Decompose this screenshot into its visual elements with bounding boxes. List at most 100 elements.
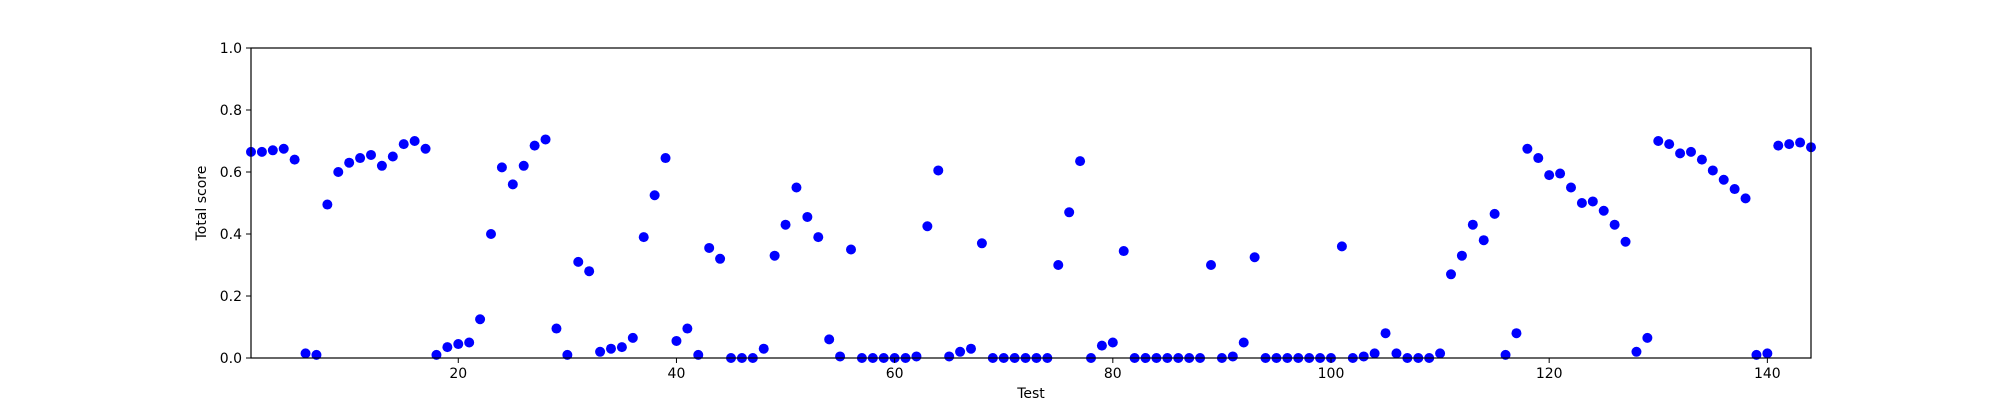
data-point xyxy=(1380,328,1391,339)
data-point xyxy=(322,199,333,210)
data-point xyxy=(1075,156,1086,167)
data-point xyxy=(355,153,366,164)
data-point xyxy=(442,342,453,353)
data-point xyxy=(1053,260,1064,270)
data-point xyxy=(1446,269,1456,280)
data-point xyxy=(1478,235,1489,246)
data-point xyxy=(1555,168,1566,179)
data-point xyxy=(638,232,649,243)
data-point xyxy=(682,323,693,334)
data-point xyxy=(551,323,562,334)
data-point xyxy=(1064,207,1075,218)
x-tick-label: 80 xyxy=(1104,366,1122,382)
data-point xyxy=(1686,146,1696,157)
data-point xyxy=(398,139,409,150)
data-point xyxy=(1227,351,1238,362)
data-point xyxy=(671,335,682,346)
data-point xyxy=(704,242,715,253)
data-point xyxy=(1762,348,1773,359)
data-point xyxy=(1740,193,1751,204)
data-point xyxy=(627,332,638,343)
data-point xyxy=(813,232,824,243)
data-point xyxy=(1587,196,1598,207)
data-point xyxy=(616,342,627,353)
data-point xyxy=(1675,148,1686,159)
data-point xyxy=(529,140,540,151)
data-point xyxy=(1718,174,1729,185)
data-point xyxy=(1467,219,1478,230)
data-point xyxy=(1533,153,1544,164)
data-point xyxy=(486,229,496,239)
x-axis-label: Test xyxy=(1016,386,1045,400)
data-point xyxy=(802,211,813,222)
data-point xyxy=(944,351,955,362)
data-points xyxy=(246,134,1816,363)
data-point xyxy=(1544,170,1555,181)
data-point xyxy=(344,157,355,168)
plot-frame xyxy=(250,47,1812,359)
data-point xyxy=(1566,182,1576,193)
data-point xyxy=(649,190,660,201)
data-point xyxy=(1489,208,1500,219)
data-point xyxy=(1206,260,1216,270)
data-point xyxy=(769,250,780,261)
y-tick-label: 0.4 xyxy=(220,227,242,243)
data-point xyxy=(606,343,616,354)
y-tick-label: 0.8 xyxy=(220,103,242,119)
data-point xyxy=(660,153,671,164)
y-axis-label: Total score xyxy=(194,166,210,242)
data-point xyxy=(933,165,944,176)
data-point xyxy=(584,266,595,277)
data-point xyxy=(507,179,518,190)
data-point xyxy=(1522,143,1533,154)
data-point xyxy=(1118,246,1129,257)
data-point xyxy=(453,339,464,350)
y-tick-label: 1.0 xyxy=(220,41,242,57)
x-tick-label: 100 xyxy=(1318,366,1345,382)
data-point xyxy=(475,314,486,325)
data-point xyxy=(1576,198,1587,208)
data-point xyxy=(1096,340,1107,351)
x-axis-ticks: 20 40 60 80 100 120 140 xyxy=(449,358,1781,382)
data-point xyxy=(1609,219,1620,230)
x-tick-label: 40 xyxy=(668,366,686,382)
data-point xyxy=(715,253,726,264)
data-point xyxy=(976,238,987,249)
y-axis-ticks: 0.0 0.2 0.4 0.6 0.8 1.0 xyxy=(220,41,251,367)
data-point xyxy=(758,343,769,354)
x-tick-label: 140 xyxy=(1754,366,1781,382)
data-point xyxy=(1456,250,1467,261)
data-point xyxy=(420,143,431,154)
data-point xyxy=(835,351,846,362)
data-point xyxy=(1653,136,1664,146)
data-point xyxy=(846,244,856,255)
x-tick-label: 120 xyxy=(1536,366,1563,382)
data-point xyxy=(1358,351,1369,362)
data-point xyxy=(300,348,311,359)
data-point xyxy=(780,219,791,230)
data-point xyxy=(1664,139,1675,150)
data-point xyxy=(289,154,300,165)
data-point xyxy=(1598,205,1609,216)
data-point xyxy=(1391,348,1402,359)
data-point xyxy=(791,182,802,193)
data-point xyxy=(409,136,420,146)
data-point xyxy=(1784,139,1795,150)
data-point xyxy=(464,337,475,348)
data-point xyxy=(1631,346,1642,357)
x-tick-label: 20 xyxy=(449,366,467,382)
data-point xyxy=(540,134,551,145)
data-point xyxy=(955,346,966,357)
data-point xyxy=(1707,165,1718,176)
data-point xyxy=(376,160,387,171)
data-point xyxy=(1642,332,1653,343)
data-point xyxy=(267,145,278,156)
data-point xyxy=(496,162,507,173)
data-point xyxy=(518,160,529,171)
data-point xyxy=(1620,236,1631,247)
data-point xyxy=(573,256,584,267)
data-point xyxy=(966,343,976,354)
data-point xyxy=(911,351,922,362)
data-point xyxy=(333,167,344,177)
